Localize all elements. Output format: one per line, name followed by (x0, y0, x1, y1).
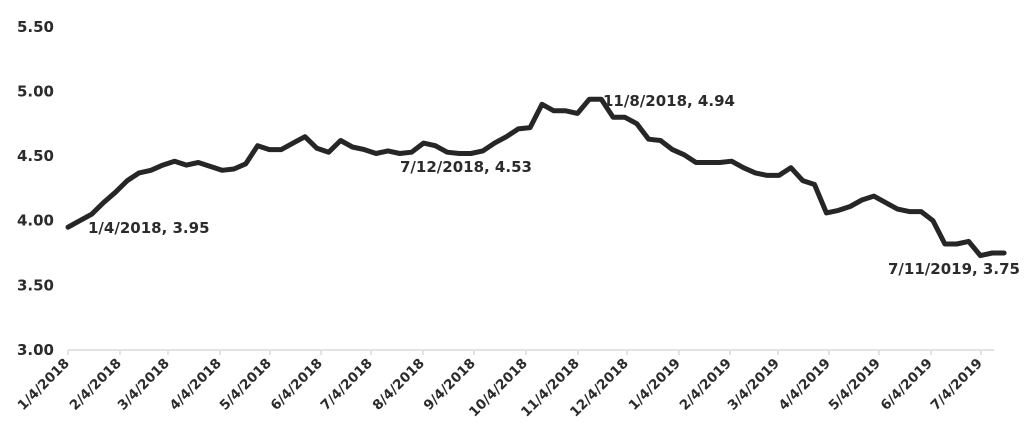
x-axis: 1/4/20182/4/20183/4/20184/4/20185/4/2018… (15, 349, 994, 420)
data-label: 7/12/2018, 4.53 (400, 158, 532, 176)
data-label: 1/4/2018, 3.95 (88, 219, 210, 237)
x-tick-label: 4/4/2019 (776, 356, 834, 414)
y-tick-label: 5.50 (17, 18, 54, 36)
x-tick-label: 5/4/2019 (826, 356, 884, 414)
x-tick-label: 5/4/2018 (217, 356, 275, 414)
data-label: 7/11/2019, 3.75 (888, 260, 1020, 278)
series-line (65, 96, 1007, 259)
x-tick-label: 6/4/2018 (268, 356, 326, 414)
x-tick-label: 3/4/2018 (115, 356, 173, 414)
y-axis: 3.00 3.50 4.00 4.50 5.00 5.50 (17, 18, 54, 359)
y-tick-label: 3.00 (17, 341, 54, 359)
data-label: 11/8/2018, 4.94 (603, 92, 735, 110)
x-tick-label: 7/4/2018 (318, 356, 376, 414)
y-tick-label: 4.50 (17, 147, 54, 165)
x-tick-label: 4/4/2018 (167, 356, 225, 414)
annotations: 1/4/2018, 3.95 7/12/2018, 4.53 11/8/2018, … (88, 92, 1020, 278)
y-tick-label: 4.00 (17, 212, 54, 230)
y-tick-label: 3.50 (17, 276, 54, 294)
x-tick-label: 8/4/2018 (370, 356, 428, 414)
x-tick-label: 3/4/2019 (725, 356, 783, 414)
x-tick-label: 1/4/2019 (626, 356, 684, 414)
y-tick-label: 5.00 (17, 82, 54, 100)
x-tick-label: 6/4/2019 (878, 356, 936, 414)
x-tick-label: 7/4/2019 (928, 356, 986, 414)
x-tick-label: 1/4/2018 (15, 356, 73, 414)
